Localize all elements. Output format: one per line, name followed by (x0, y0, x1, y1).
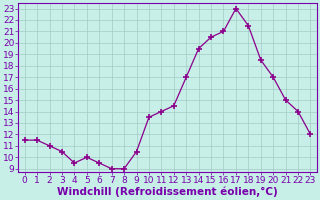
X-axis label: Windchill (Refroidissement éolien,°C): Windchill (Refroidissement éolien,°C) (57, 187, 278, 197)
